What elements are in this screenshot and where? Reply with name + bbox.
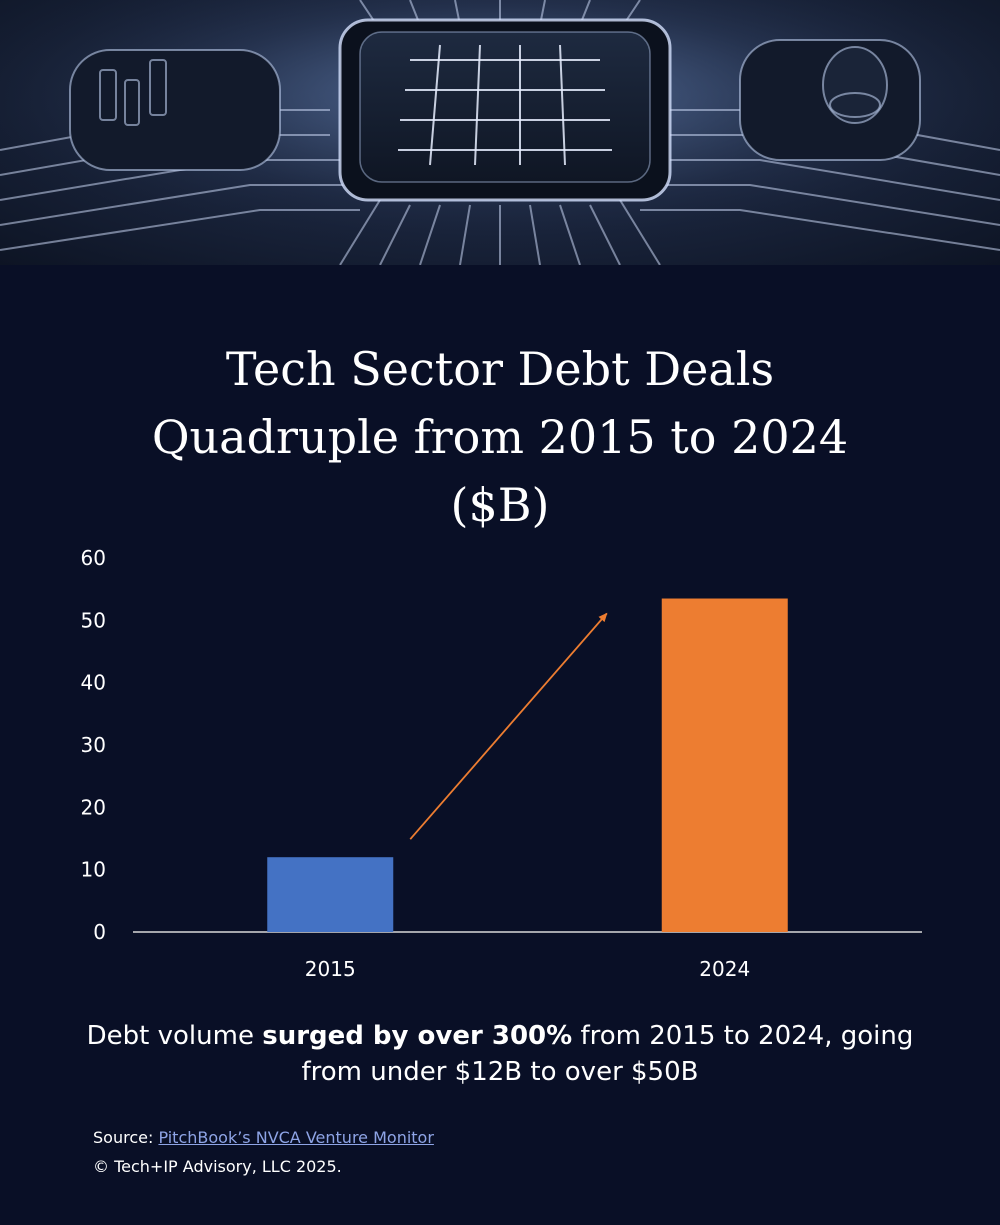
- y-tick-label: 50: [81, 608, 106, 632]
- source-link[interactable]: PitchBook’s NVCA Venture Monitor: [158, 1128, 434, 1147]
- y-tick-label: 40: [81, 671, 106, 695]
- bar-chart: 0 10 20 30 40 50 60 2015 2024: [81, 546, 922, 981]
- chip: [338, 18, 672, 202]
- x-axis-tick-labels: 2015 2024: [305, 957, 750, 981]
- x-tick-label-2024: 2024: [699, 957, 750, 981]
- chart-title-line-2: Quadruple from 2015 to 2024: [151, 410, 849, 464]
- chart-title: Tech Sector Debt Deals Quadruple from 20…: [0, 335, 1000, 539]
- right-component: [739, 39, 921, 161]
- bar-2024: [661, 598, 788, 932]
- chart-title-line-3: ($B): [450, 478, 550, 532]
- chart-title-line-1: Tech Sector Debt Deals: [225, 342, 775, 396]
- circuit-chip-illustration: [0, 0, 1000, 265]
- y-tick-label: 10: [81, 858, 106, 882]
- y-tick-label: 0: [93, 920, 106, 944]
- y-tick-label: 30: [81, 733, 106, 757]
- left-component: [69, 49, 281, 171]
- y-axis-tick-labels: 0 10 20 30 40 50 60: [81, 546, 106, 944]
- x-tick-label-2015: 2015: [305, 957, 356, 981]
- bars: [267, 598, 788, 932]
- trend-arrow: [409, 612, 608, 840]
- hero-circuit-chip-image: [0, 0, 1000, 265]
- caption-text-before: Debt volume: [86, 1021, 263, 1051]
- caption-text-bold: surged by over 300%: [262, 1021, 573, 1051]
- source-line: Source: PitchBook’s NVCA Venture Monitor: [93, 1128, 434, 1147]
- source-label: Source:: [93, 1128, 159, 1147]
- copyright: © Tech+IP Advisory, LLC 2025.: [93, 1157, 342, 1176]
- caption-text-after: from 2015 to 2024, going from under $12B…: [301, 1021, 914, 1087]
- y-tick-label: 20: [81, 795, 106, 819]
- y-tick-label: 60: [81, 546, 106, 570]
- chart-caption: Debt volume surged by over 300% from 201…: [60, 1018, 940, 1090]
- bar-2015: [267, 857, 394, 932]
